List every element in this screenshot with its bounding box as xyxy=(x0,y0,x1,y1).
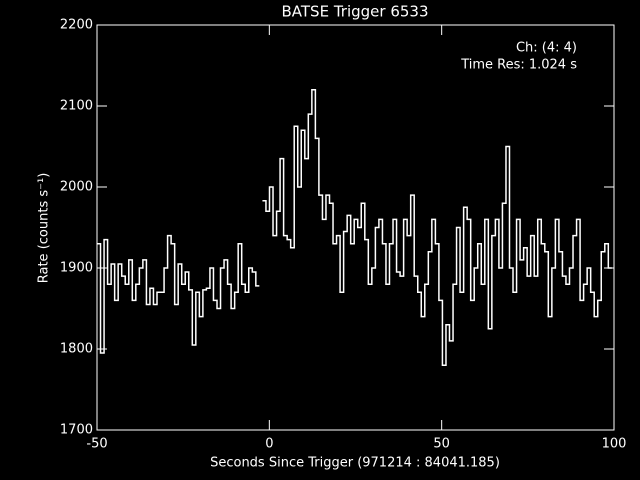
annotation: Time Res: 1.024 s xyxy=(460,58,577,73)
chart-title: BATSE Trigger 6533 xyxy=(282,3,429,21)
y-tick-label: 1700 xyxy=(60,423,93,438)
plot-frame xyxy=(96,24,615,431)
y-tick-label: 1900 xyxy=(60,261,93,276)
y-tick-label: 2100 xyxy=(60,99,93,114)
x-axis-label: Seconds Since Trigger (971214 : 84041.18… xyxy=(210,456,500,471)
data-line xyxy=(97,89,612,366)
y-tick-label: 1800 xyxy=(60,342,93,357)
y-tick-label: 2000 xyxy=(60,180,93,195)
x-tick-label: 50 xyxy=(433,437,450,452)
annotation: Ch: (4: 4) xyxy=(516,41,577,56)
x-tick-label: 100 xyxy=(602,437,627,452)
y-axis-label: Rate (counts s⁻¹) xyxy=(37,173,52,284)
x-tick-label: -50 xyxy=(86,437,107,452)
y-tick-label: 2200 xyxy=(60,18,93,33)
x-tick-label: 0 xyxy=(265,437,273,452)
